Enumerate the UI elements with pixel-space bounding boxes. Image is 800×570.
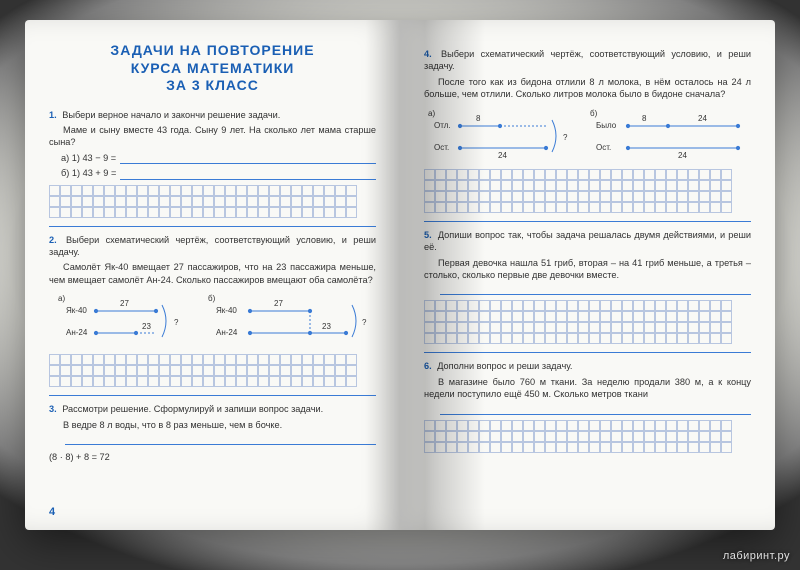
option-b: б) 1) 43 + 9 = — [61, 167, 116, 179]
problem-text: Выбери схематический чертёж, соответству… — [424, 49, 751, 71]
svg-text:27: 27 — [120, 299, 129, 308]
svg-text:б): б) — [590, 109, 598, 118]
problem-num: 2. — [49, 235, 57, 245]
problem-1-body: Маме и сыну вместе 43 года. Сыну 9 лет. … — [49, 124, 376, 149]
option-a: а) 1) 43 − 9 = — [61, 152, 116, 164]
svg-text:?: ? — [362, 318, 367, 327]
problem-num: 3. — [49, 404, 57, 414]
problem-4-diagram: а) Отл. 8 Ост. 24 ? б) Было 8 24 Ост. — [428, 106, 748, 164]
svg-text:8: 8 — [476, 114, 481, 123]
problem-2-prompt: 2. Выбери схематический чертёж, соответс… — [49, 234, 376, 259]
problem-text: Выбери схематический чертёж, соответству… — [49, 235, 376, 257]
svg-text:23: 23 — [142, 322, 151, 331]
problem-num: 5. — [424, 230, 432, 240]
problem-num: 6. — [424, 361, 432, 371]
svg-text:24: 24 — [678, 151, 687, 160]
section-header: ЗАДАЧИ НА ПОВТОРЕНИЕ КУРСА МАТЕМАТИКИ ЗА… — [49, 42, 376, 95]
svg-text:?: ? — [563, 133, 568, 142]
problem-1-prompt: 1. Выбери верное начало и закончи решени… — [49, 109, 376, 121]
svg-text:24: 24 — [498, 151, 507, 160]
answer-line-a: а) 1) 43 − 9 = — [61, 152, 376, 164]
svg-text:б): б) — [208, 294, 216, 303]
problem-3-body: В ведре 8 л воды, что в 8 раз меньше, че… — [49, 419, 376, 431]
page-right: 4. Выбери схематический чертёж, соответс… — [400, 20, 775, 530]
blank-line — [436, 404, 751, 415]
page-left: ЗАДАЧИ НА ПОВТОРЕНИЕ КУРСА МАТЕМАТИКИ ЗА… — [25, 20, 400, 530]
svg-text:Ост.: Ост. — [434, 143, 449, 152]
svg-text:Ост.: Ост. — [596, 143, 611, 152]
svg-text:Отл.: Отл. — [434, 121, 451, 130]
problem-num: 4. — [424, 49, 432, 59]
svg-text:Як-40: Як-40 — [66, 306, 87, 315]
problem-4-prompt: 4. Выбери схематический чертёж, соответс… — [424, 48, 751, 73]
textbook-photo: ЗАДАЧИ НА ПОВТОРЕНИЕ КУРСА МАТЕМАТИКИ ЗА… — [0, 0, 800, 570]
page-number: 4 — [49, 505, 55, 520]
header-line3: ЗА 3 КЛАСС — [49, 77, 376, 95]
work-grid — [49, 354, 376, 387]
svg-text:23: 23 — [322, 322, 331, 331]
problem-num: 1. — [49, 110, 57, 120]
svg-text:24: 24 — [698, 114, 707, 123]
svg-text:а): а) — [58, 294, 65, 303]
svg-text:Ан-24: Ан-24 — [66, 328, 88, 337]
svg-text:8: 8 — [642, 114, 647, 123]
blank-line — [436, 284, 751, 295]
svg-text:а): а) — [428, 109, 435, 118]
problem-6-prompt: 6. Дополни вопрос и реши задачу. — [424, 360, 751, 372]
svg-text:Было: Было — [596, 121, 617, 130]
problem-text: Рассмотри решение. Сформулируй и запиши … — [62, 404, 323, 414]
book-spread: ЗАДАЧИ НА ПОВТОРЕНИЕ КУРСА МАТЕМАТИКИ ЗА… — [25, 20, 775, 530]
svg-text:?: ? — [174, 318, 179, 327]
answer-line-b: б) 1) 43 + 9 = — [61, 167, 376, 179]
svg-text:Як-40: Як-40 — [216, 306, 237, 315]
work-grid — [424, 420, 751, 453]
problem-5-prompt: 5. Допиши вопрос так, чтобы задача решал… — [424, 229, 751, 254]
work-grid — [424, 169, 751, 213]
svg-text:Ан-24: Ан-24 — [216, 328, 238, 337]
problem-4-body: После того как из бидона отлили 8 л моло… — [424, 76, 751, 101]
problem-2-body: Самолёт Як-40 вмещает 27 пассажиров, что… — [49, 261, 376, 286]
svg-text:27: 27 — [274, 299, 283, 308]
header-line1: ЗАДАЧИ НА ПОВТОРЕНИЕ — [49, 42, 376, 60]
problem-2-diagram: а) Як-40 27 Ан-24 23 ? б) Як-40 27 Ан-24 — [58, 291, 368, 349]
problem-3-prompt: 3. Рассмотри решение. Сформулируй и запи… — [49, 403, 376, 415]
problem-3-eq: (8 · 8) + 8 = 72 — [49, 451, 376, 463]
blank-line — [61, 434, 376, 445]
header-line2: КУРСА МАТЕМАТИКИ — [49, 60, 376, 78]
problem-text: Выбери верное начало и закончи решение з… — [62, 110, 280, 120]
problem-5-body: Первая девочка нашла 51 гриб, вторая – н… — [424, 257, 751, 282]
problem-text: Дополни вопрос и реши задачу. — [437, 361, 572, 371]
problem-6-body: В магазине было 760 м ткани. За неделю п… — [424, 376, 751, 401]
problem-text: Допиши вопрос так, чтобы задача решалась… — [424, 230, 751, 252]
work-grid — [424, 300, 751, 344]
watermark: лабиринт.ру — [723, 550, 790, 562]
work-grid — [49, 185, 376, 218]
